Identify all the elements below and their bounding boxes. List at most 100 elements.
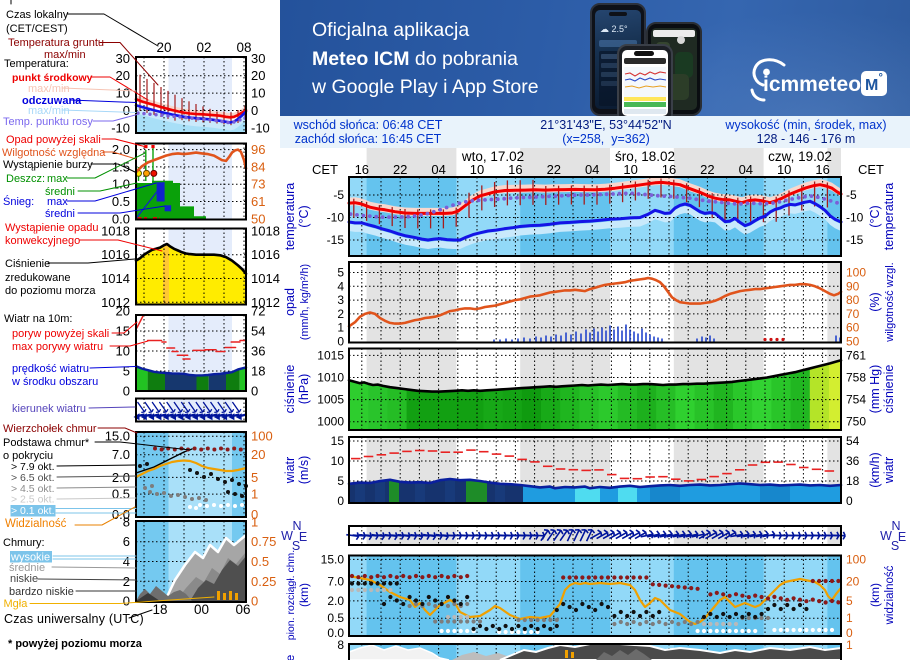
svg-text:0: 0 [123, 594, 130, 609]
svg-text:-15: -15 [846, 233, 864, 247]
svg-text:10: 10 [116, 86, 130, 101]
svg-text:04: 04 [585, 162, 599, 177]
svg-text:1015: 1015 [317, 348, 344, 362]
svg-text:M: M [865, 77, 878, 94]
svg-text:0.0: 0.0 [327, 626, 344, 640]
svg-text:16: 16 [815, 162, 829, 177]
svg-text:1014: 1014 [251, 271, 280, 286]
svg-text:wiatr: wiatr [882, 457, 896, 484]
svg-text:icmmeteo: icmmeteo [763, 73, 861, 96]
svg-text:54: 54 [251, 324, 265, 339]
svg-text:(km): (km) [868, 583, 882, 607]
svg-text:(hPa): (hPa) [297, 374, 311, 405]
svg-text:16: 16 [662, 162, 676, 177]
svg-text:Temperatura gruntu: Temperatura gruntu [8, 37, 104, 49]
svg-text:0.5: 0.5 [112, 487, 130, 502]
svg-text:750: 750 [846, 415, 866, 429]
svg-text:1012: 1012 [101, 295, 130, 310]
svg-text:opad: opad [283, 288, 297, 316]
svg-text:02: 02 [196, 40, 211, 55]
svg-text:1.0: 1.0 [112, 177, 130, 192]
svg-text:7.0: 7.0 [327, 575, 344, 589]
svg-text:Podstawa chmur*: Podstawa chmur* [3, 437, 90, 449]
svg-text:1: 1 [251, 515, 258, 530]
svg-text:754: 754 [846, 393, 866, 407]
svg-text:> 6.5 okt.: > 6.5 okt. [11, 472, 55, 484]
svg-text:1016: 1016 [101, 247, 130, 262]
svg-text:100: 100 [846, 266, 866, 280]
svg-text:10: 10 [777, 162, 791, 177]
svg-text:1012: 1012 [251, 295, 280, 310]
svg-text:śro, 18.02: śro, 18.02 [615, 149, 675, 164]
svg-text:90: 90 [846, 279, 860, 293]
svg-text:0.5: 0.5 [251, 554, 269, 569]
svg-text:5: 5 [337, 266, 344, 280]
svg-text:2.0: 2.0 [112, 470, 130, 485]
svg-text:3: 3 [337, 293, 344, 307]
svg-text:761: 761 [846, 348, 866, 362]
svg-text:2: 2 [337, 307, 344, 321]
svg-text:04: 04 [739, 162, 753, 177]
svg-text:Wilgotność względna: Wilgotność względna [2, 147, 106, 159]
svg-text:wysokie: wysokie [10, 552, 50, 564]
svg-text:średni: średni [45, 186, 75, 198]
svg-text:0: 0 [251, 384, 258, 399]
svg-text:20: 20 [116, 68, 130, 83]
svg-text:0: 0 [251, 594, 258, 609]
svg-text:61: 61 [251, 194, 265, 209]
svg-text:15.0: 15.0 [105, 429, 130, 444]
svg-text:S: S [292, 539, 300, 553]
svg-text:-10: -10 [111, 120, 130, 135]
svg-text:5: 5 [251, 470, 258, 485]
svg-text:1: 1 [251, 487, 258, 502]
svg-text:96: 96 [251, 142, 265, 157]
svg-text:S: S [891, 539, 899, 553]
svg-text:°: ° [879, 72, 883, 84]
svg-text:2.0: 2.0 [327, 594, 344, 608]
svg-text:54: 54 [846, 434, 860, 448]
svg-text:N: N [891, 519, 900, 533]
svg-text:0.5: 0.5 [327, 611, 344, 625]
svg-text:(mm Hg): (mm Hg) [868, 365, 882, 414]
svg-text:04: 04 [431, 162, 445, 177]
svg-text:8: 8 [337, 638, 344, 652]
svg-text:20: 20 [156, 40, 171, 55]
svg-text:08: 08 [236, 40, 251, 55]
svg-text:> 4.5 okt.: > 4.5 okt. [11, 483, 55, 495]
svg-text:72: 72 [251, 304, 265, 319]
svg-text:2: 2 [123, 574, 130, 589]
svg-text:0: 0 [251, 507, 258, 522]
svg-text:-15: -15 [327, 233, 345, 247]
svg-text:84: 84 [251, 159, 265, 174]
svg-text:5: 5 [846, 594, 853, 608]
svg-text:1000: 1000 [317, 415, 344, 429]
svg-text:> 0.1 okt.: > 0.1 okt. [11, 505, 55, 517]
svg-text:o pokryciu: o pokryciu [3, 450, 53, 462]
svg-text:5: 5 [123, 364, 130, 379]
svg-text:temperatura: temperatura [283, 183, 297, 250]
svg-text:(CET/CEST): (CET/CEST) [6, 23, 68, 35]
svg-text:00: 00 [194, 602, 209, 617]
svg-text:max porywy wiatru: max porywy wiatru [12, 341, 103, 353]
svg-text:(°C): (°C) [297, 205, 311, 227]
svg-text:> 7.9 okt.: > 7.9 okt. [11, 461, 55, 473]
svg-text:15.0: 15.0 [321, 552, 345, 566]
svg-text:1005: 1005 [317, 393, 344, 407]
svg-text:odczuwana: odczuwana [22, 95, 82, 107]
svg-text:1: 1 [337, 321, 344, 335]
svg-text:max/min: max/min [44, 49, 86, 61]
svg-text:W: W [880, 529, 892, 543]
svg-text:1010: 1010 [317, 371, 344, 385]
svg-text:Czas lokalny: Czas lokalny [6, 9, 69, 21]
svg-text:(%): (%) [868, 292, 882, 311]
svg-text:1014: 1014 [101, 271, 130, 286]
svg-text:ciśnienie: ciśnienie [283, 365, 297, 414]
svg-text:0: 0 [846, 494, 853, 508]
svg-text:50: 50 [846, 335, 860, 349]
svg-text:18: 18 [846, 474, 860, 488]
svg-text:kierunek wiatru: kierunek wiatru [12, 403, 86, 415]
svg-text:1018: 1018 [251, 223, 280, 238]
svg-text:zredukowane: zredukowane [5, 272, 70, 284]
svg-text:(mm/h, kg/m²/h): (mm/h, kg/m²/h) [299, 264, 311, 340]
svg-text:0.25: 0.25 [251, 574, 276, 589]
